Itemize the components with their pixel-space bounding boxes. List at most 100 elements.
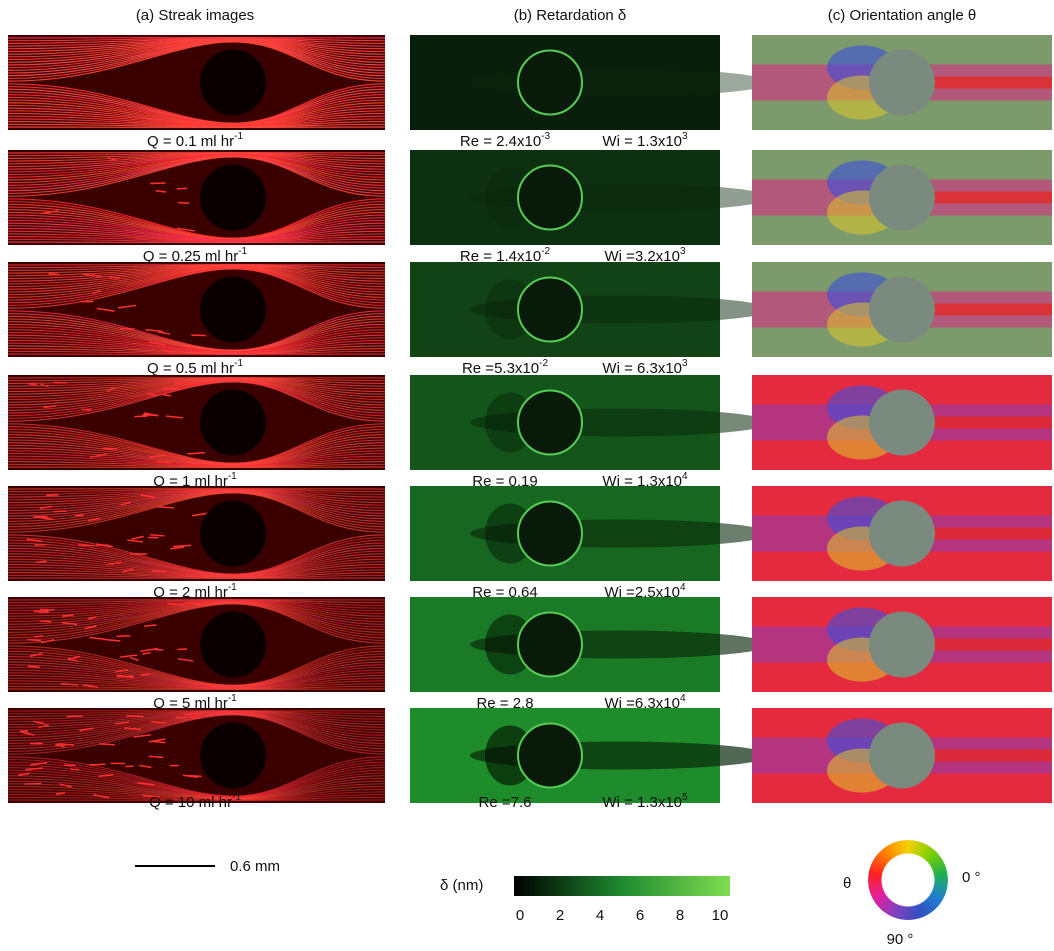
- colorbar-tick-label: 8: [676, 907, 684, 924]
- caption: Wi = 1.3x105: [602, 792, 688, 811]
- scale-label: 0.6 mm: [230, 858, 280, 875]
- cylinder: [869, 723, 935, 789]
- orientation-wake: [932, 750, 1052, 762]
- streak-fragment: [89, 764, 105, 765]
- streak-image: [8, 150, 385, 245]
- cylinder: [518, 502, 582, 566]
- caption: Q = 0.5 ml hr-1: [147, 358, 243, 377]
- caption-sup: 3: [680, 246, 686, 257]
- wheel-label: 90 °: [887, 931, 914, 948]
- caption: Re =7.6: [479, 794, 532, 811]
- streak-fragment: [49, 274, 60, 275]
- streak-fragment: [120, 328, 135, 329]
- streak-fragment: [27, 640, 41, 641]
- colorbar-tick-label: 6: [636, 907, 644, 924]
- wheel-label: 0 °: [962, 869, 981, 886]
- caption: Wi = 6.3x103: [602, 358, 688, 377]
- caption-text: Wi = 6.3x10: [602, 360, 682, 377]
- streak-fragment: [110, 277, 120, 278]
- wheel-symbol: θ: [843, 875, 851, 892]
- orientation-wake: [932, 528, 1052, 540]
- colorbar-tick-label: 10: [712, 907, 729, 924]
- orientation-wake: [932, 77, 1052, 89]
- caption-text: Re =5.3x10: [462, 360, 539, 377]
- cylinder: [200, 723, 266, 789]
- cylinder: [200, 612, 266, 678]
- cylinder: [869, 390, 935, 456]
- streak-image: [8, 35, 385, 130]
- caption-text: Q = 10 ml hr: [149, 794, 232, 811]
- cylinder: [869, 277, 935, 343]
- header: (b) Retardation δ: [514, 7, 627, 24]
- orientation-wake: [932, 304, 1052, 316]
- caption-sup: 3: [682, 131, 688, 142]
- cylinder: [200, 50, 266, 116]
- streak-fragment: [40, 621, 52, 622]
- streak-fragment: [62, 615, 74, 616]
- header: (a) Streak images: [136, 7, 254, 24]
- colorbar-tick-label: 4: [596, 907, 604, 924]
- caption: Re = 2.4x10-3: [460, 131, 551, 150]
- colorbar-tick-label: 0: [516, 907, 524, 924]
- caption-sup: -1: [232, 792, 241, 803]
- caption: Q = 10 ml hr-1: [149, 792, 241, 811]
- caption-sup: -2: [541, 246, 550, 257]
- streak-image: [8, 597, 385, 692]
- caption-sup: -1: [228, 471, 237, 482]
- streak-fragment: [185, 603, 203, 604]
- orientation-wake: [932, 192, 1052, 204]
- cylinder: [518, 278, 582, 342]
- streak-fragment: [126, 716, 143, 717]
- cylinder: [869, 612, 935, 678]
- streak-fragment: [177, 188, 187, 189]
- streak-fragment: [157, 462, 172, 463]
- streak-fragment: [82, 409, 92, 410]
- streak-fragment: [75, 515, 84, 516]
- cylinder: [869, 50, 935, 116]
- caption: Re =5.3x10-2: [462, 358, 548, 377]
- streak-fragment: [134, 416, 147, 417]
- caption: Wi = 1.3x103: [602, 131, 688, 150]
- cylinder: [869, 165, 935, 231]
- header: (c) Orientation angle θ: [828, 7, 976, 24]
- caption-text: Q = 0.5 ml hr: [147, 360, 234, 377]
- streak-fragment: [178, 202, 190, 203]
- cylinder: [518, 391, 582, 455]
- streak-fragment: [46, 495, 59, 496]
- caption-sup: -3: [541, 131, 550, 142]
- colorbar: [514, 876, 730, 896]
- streak-fragment: [28, 384, 37, 385]
- colorbar-label: δ (nm): [440, 877, 483, 894]
- caption-sup: 4: [680, 693, 686, 704]
- caption-sup: -1: [234, 131, 243, 142]
- caption: Q = 0.1 ml hr-1: [147, 131, 243, 150]
- caption-text: Q = 0.1 ml hr: [147, 133, 234, 150]
- streak-fragment: [116, 636, 130, 637]
- caption-text: Wi = 1.3x10: [602, 133, 682, 150]
- cylinder: [200, 501, 266, 567]
- cylinder: [518, 613, 582, 677]
- cylinder: [869, 501, 935, 567]
- streak-image: [8, 486, 385, 581]
- caption-sup: -1: [228, 582, 237, 593]
- streak-image: [8, 262, 385, 357]
- caption-sup: -2: [539, 358, 548, 369]
- caption-sup: 4: [682, 471, 688, 482]
- caption-text: Re =7.6: [479, 794, 532, 811]
- streak-fragment: [78, 545, 95, 546]
- streak-image: [8, 375, 385, 470]
- caption-sup: 5: [682, 792, 688, 803]
- caption-sup: -1: [228, 693, 237, 704]
- orientation-wake: [932, 417, 1052, 429]
- color-wheel: [868, 840, 948, 920]
- caption-sup: 4: [680, 582, 686, 593]
- caption-sup: -1: [234, 358, 243, 369]
- cylinder: [518, 51, 582, 115]
- caption-sup: -1: [238, 246, 247, 257]
- cylinder: [518, 166, 582, 230]
- cylinder: [200, 277, 266, 343]
- streak-image: [8, 708, 385, 803]
- colorbar-tick-label: 2: [556, 907, 564, 924]
- orientation-wake: [932, 639, 1052, 651]
- streak-fragment: [99, 744, 115, 745]
